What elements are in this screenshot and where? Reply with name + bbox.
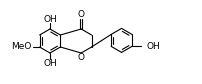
Text: OH: OH bbox=[146, 42, 160, 51]
Text: O: O bbox=[77, 10, 84, 19]
Text: OH: OH bbox=[43, 58, 57, 68]
Text: MeO: MeO bbox=[11, 43, 32, 51]
Text: O: O bbox=[77, 53, 84, 62]
Text: OH: OH bbox=[43, 15, 57, 24]
